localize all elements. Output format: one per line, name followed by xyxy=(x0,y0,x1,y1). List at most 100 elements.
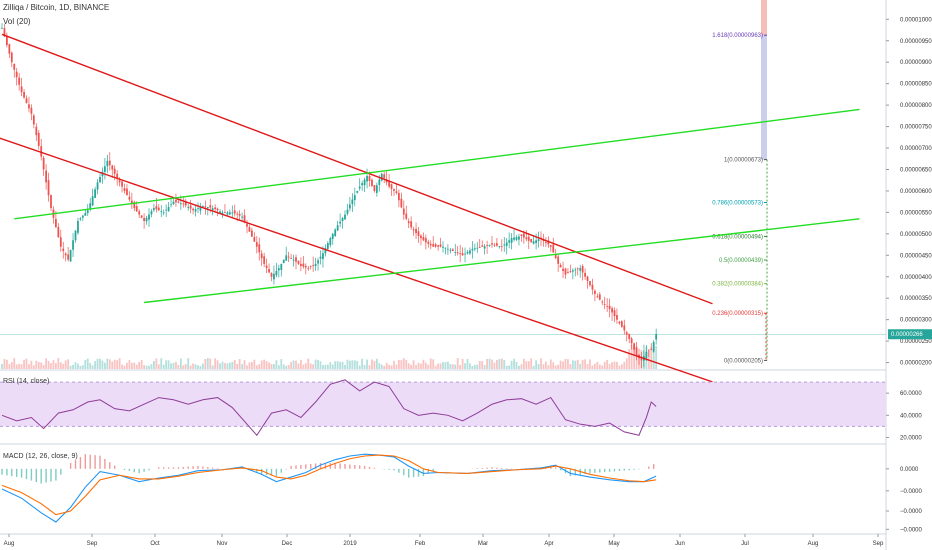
candle-body xyxy=(429,243,432,246)
candle-body xyxy=(395,191,398,194)
volume-bar xyxy=(23,359,25,369)
candle-body xyxy=(219,211,221,213)
volume-bar xyxy=(6,359,8,369)
volume-bar xyxy=(437,363,439,369)
macd-histogram-bar xyxy=(20,468,23,478)
macd-legend: MACD (12, 26, close, 9) xyxy=(3,453,78,460)
candle-body xyxy=(545,242,547,243)
macd-histogram-bar xyxy=(69,462,72,469)
macd-histogram-bar xyxy=(172,467,175,469)
volume-bar xyxy=(155,358,158,369)
volume-bar xyxy=(206,358,209,369)
volume-bar xyxy=(317,359,319,369)
volume-bar xyxy=(633,345,635,369)
macd-tick-label: −0.0000 xyxy=(900,527,923,533)
volume-bar xyxy=(498,359,501,369)
candle-body xyxy=(447,248,449,250)
candle-body xyxy=(508,240,511,243)
volume-bar xyxy=(424,362,427,369)
volume-bar xyxy=(101,360,104,369)
volume-bar xyxy=(113,359,116,369)
candle-body xyxy=(304,265,307,268)
candle-body xyxy=(268,268,270,273)
macd-histogram-bar xyxy=(94,455,96,469)
volume-bar xyxy=(336,361,339,369)
volume-bar xyxy=(47,360,50,369)
candle-body xyxy=(341,218,344,222)
volume-bar xyxy=(62,363,65,369)
volume-bar xyxy=(35,360,38,369)
volume-bar xyxy=(415,364,417,369)
volume-bar xyxy=(530,358,533,369)
price-tick-label: 0.00000500 xyxy=(900,232,932,238)
candle-body xyxy=(280,263,283,271)
candle-body xyxy=(108,160,111,166)
candle-body xyxy=(138,211,141,215)
macd-histogram-bar xyxy=(192,466,194,469)
candle-body xyxy=(640,356,643,361)
candle-body xyxy=(140,215,143,218)
volume-bar xyxy=(216,360,219,369)
volume-bar xyxy=(486,358,488,369)
volume-bar xyxy=(584,359,586,369)
candle-body xyxy=(204,206,207,208)
macd-histogram-bar xyxy=(363,465,366,469)
volume-bar xyxy=(28,364,30,369)
candle-body xyxy=(608,305,611,309)
volume-bar xyxy=(309,363,312,369)
candle-body xyxy=(175,199,177,203)
volume-bar xyxy=(116,360,119,369)
volume-bar xyxy=(219,363,221,369)
macd-histogram-bar xyxy=(373,467,376,469)
candle-body xyxy=(182,203,185,205)
volume-bar xyxy=(72,364,74,369)
candle-body xyxy=(559,264,562,268)
volume-bar xyxy=(290,362,292,369)
candle-body xyxy=(390,184,393,189)
volume-bar xyxy=(246,365,248,369)
volume-bar xyxy=(650,346,653,369)
candle-body xyxy=(170,204,172,206)
candle-body xyxy=(459,253,462,255)
volume-bar xyxy=(375,358,378,369)
volume-bar xyxy=(640,350,643,369)
candle-body xyxy=(282,259,285,264)
volume-bar xyxy=(378,363,381,369)
volume-bar xyxy=(398,359,400,369)
volume-bar xyxy=(361,358,364,369)
candle-body xyxy=(371,179,373,186)
candle-body xyxy=(312,265,315,266)
volume-bar xyxy=(447,361,449,369)
macd-histogram-bar xyxy=(133,468,135,473)
volume-bar xyxy=(351,360,354,369)
volume-bar xyxy=(96,358,99,369)
candle-body xyxy=(133,202,136,209)
macd-histogram-bar xyxy=(604,468,606,473)
volume-bar xyxy=(243,360,246,369)
macd-histogram-bar xyxy=(481,467,483,469)
rsi-legend: RSI (14, close) xyxy=(3,378,49,385)
time-tick-label: Dec xyxy=(282,541,293,547)
macd-histogram-bar xyxy=(300,464,302,469)
volume-bar xyxy=(236,363,239,369)
candle-body xyxy=(255,242,258,247)
macd-histogram-bar xyxy=(40,468,42,484)
candle-body xyxy=(591,284,594,290)
candle-body xyxy=(32,115,35,125)
candle-body xyxy=(91,196,94,206)
volume-bar xyxy=(241,364,243,369)
time-tick-label: Aug xyxy=(808,541,819,547)
macd-histogram-bar xyxy=(608,468,611,472)
candle-body xyxy=(645,351,648,359)
macd-histogram-bar xyxy=(388,468,390,470)
volume-bar xyxy=(358,365,361,369)
candle-body xyxy=(498,246,501,247)
candle-body xyxy=(8,44,11,54)
candle-body xyxy=(233,210,236,214)
candle-body xyxy=(594,290,596,294)
macd-histogram-bar xyxy=(310,463,312,469)
volume-bar xyxy=(571,360,574,369)
macd-histogram-bar xyxy=(417,468,420,477)
candle-body xyxy=(616,315,618,320)
macd-histogram-bar xyxy=(261,468,263,475)
